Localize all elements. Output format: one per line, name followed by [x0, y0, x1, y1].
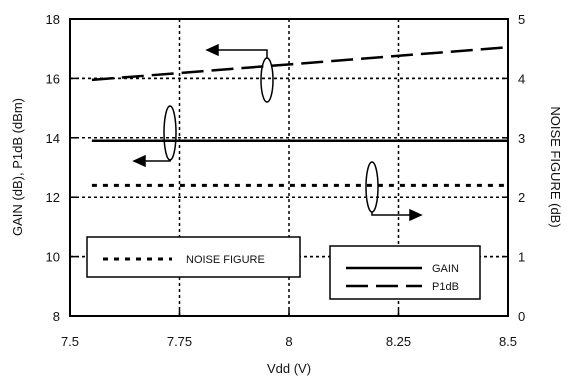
legend-box	[329, 245, 481, 300]
legend-noise-figure: NOISE FIGURE	[86, 236, 301, 278]
y-tick-label-right: 4	[518, 71, 525, 86]
p1db-series-marker	[260, 57, 274, 103]
gain-arrowhead	[132, 154, 146, 168]
y-tick-label-right: 2	[518, 190, 525, 205]
legend-box	[86, 236, 301, 278]
y-tick-label-left: 8	[53, 309, 60, 324]
x-tick-label: 7.75	[167, 334, 192, 349]
series-layer	[91, 45, 509, 187]
nf-right-arrow	[371, 212, 412, 216]
y-tick-label-right: 3	[518, 131, 525, 146]
x-tick-label: 8.25	[386, 334, 411, 349]
legend-gain-p1db: GAIN P1dB	[329, 245, 481, 300]
annotations	[132, 43, 423, 222]
gain-left-arrow	[143, 160, 171, 162]
x-axis-label: Vdd (V)	[267, 361, 311, 376]
x-tick-label: 8	[285, 334, 292, 349]
gain-series-marker	[163, 105, 177, 161]
legend-label-gain: GAIN	[432, 263, 459, 275]
y-tick-label-left: 18	[46, 12, 60, 27]
y-axis-label-right: NOISE FIGURE (dB)	[548, 106, 563, 227]
y-tick-label-left: 12	[46, 190, 60, 205]
p1db-arrowhead	[205, 43, 219, 57]
y-tick-label-right: 5	[518, 12, 525, 27]
x-tick-label: 7.5	[61, 334, 79, 349]
y-axis-label-left: GAIN (dB), P1dB (dBm)	[10, 98, 25, 236]
y-tick-label-left: 16	[46, 71, 60, 86]
legend-label-noise-figure: NOISE FIGURE	[186, 254, 265, 266]
y-tick-label-left: 14	[46, 131, 60, 146]
nf-series-marker	[365, 161, 379, 213]
nf-arrowhead	[409, 208, 423, 222]
legend-label-p1db: P1dB	[432, 281, 459, 293]
p1db-left-arrow	[216, 49, 268, 58]
y-tick-label-right: 1	[518, 250, 525, 265]
x-tick-label: 8.5	[499, 334, 517, 349]
y-tick-label-right: 0	[518, 309, 525, 324]
y-tick-label-left: 10	[46, 250, 60, 265]
series-line-p1db	[91, 45, 509, 82]
